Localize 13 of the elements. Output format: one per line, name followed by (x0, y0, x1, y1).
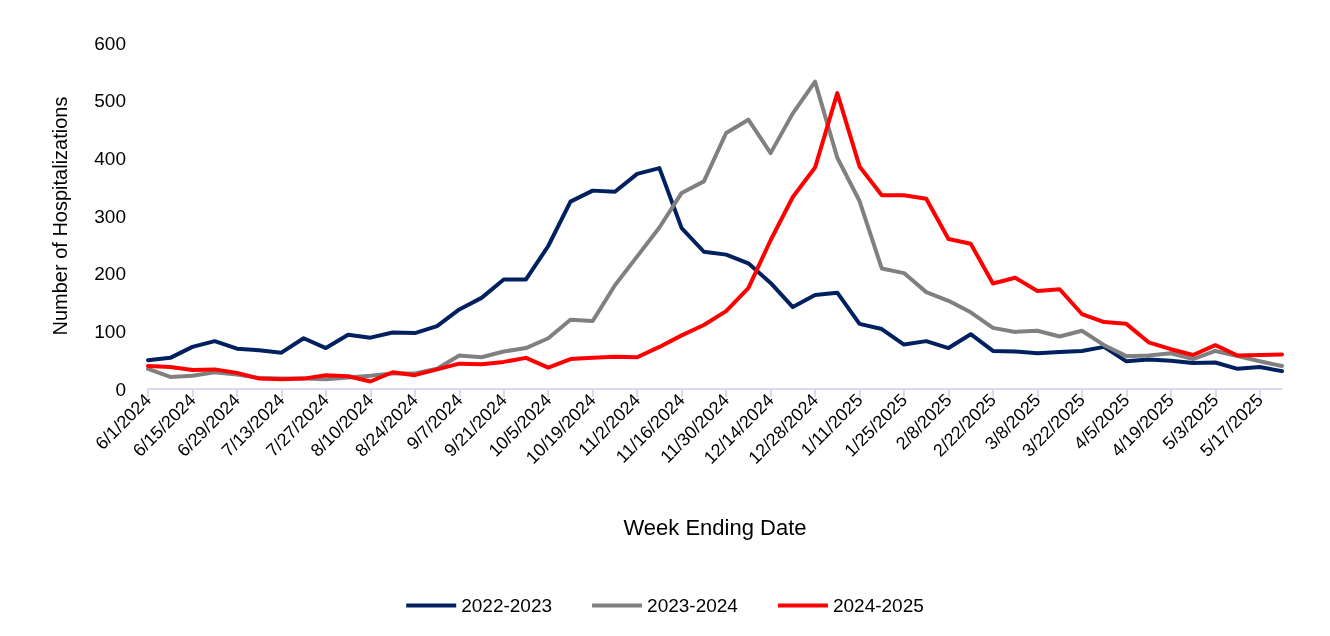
line-series (146, 166, 1284, 374)
legend-label: 2022-2023 (461, 595, 553, 616)
y-tick-label: 100 (94, 320, 126, 342)
legend-label: 2023-2024 (647, 595, 739, 616)
x-axis-title: Week Ending Date (623, 514, 807, 540)
y-tick-label: 300 (94, 205, 126, 227)
y-tick-label: 500 (94, 90, 126, 112)
y-tick-label: 400 (94, 147, 126, 169)
y-axis-title: Number of Hospitalizations (49, 96, 71, 336)
y-tick-label: 0 (115, 378, 126, 400)
legend-label: 2024-2025 (832, 595, 924, 616)
y-tick-label: 600 (94, 32, 126, 54)
y-tick-label: 200 (94, 263, 126, 285)
